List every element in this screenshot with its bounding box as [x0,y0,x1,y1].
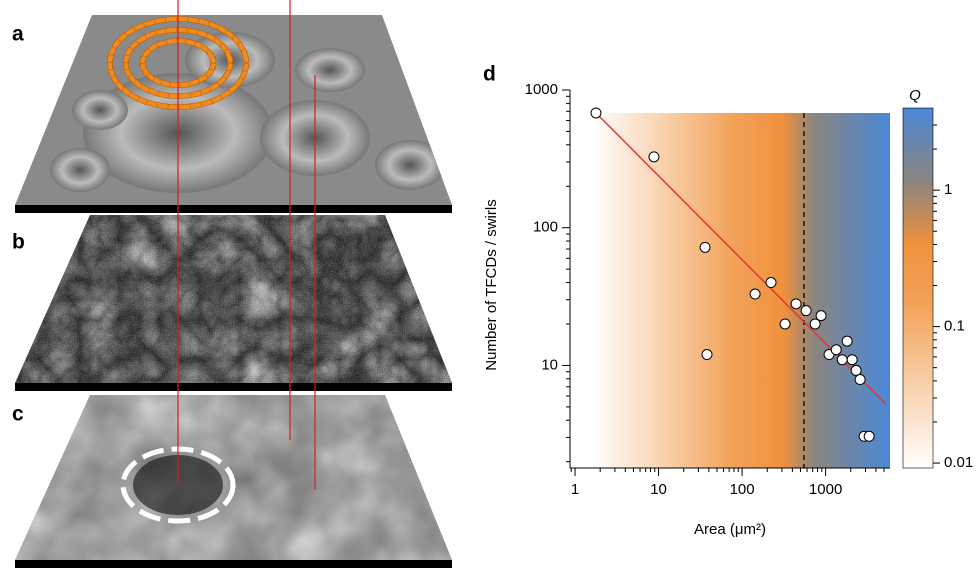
panel-label: a [12,23,24,46]
x-tick-label: 100 [730,481,755,498]
data-point [766,278,776,288]
colorbar [903,108,933,468]
panel-label: b [12,231,25,254]
data-point [864,431,874,441]
panel-label: d [483,63,496,86]
data-point [591,108,601,118]
q-background [575,113,890,468]
data-point [837,355,847,365]
data-point [750,289,760,299]
data-point [801,306,811,316]
y-tick-label: 10 [541,356,558,373]
colorbar-tick-label: 0.1 [944,318,965,335]
data-point [816,311,826,321]
data-point [847,355,857,365]
y-tick-label: 1000 [525,81,558,98]
panel-c-plane [15,395,452,568]
panel-b-plane [15,215,452,391]
x-tick-label: 10 [650,481,667,498]
data-point [649,152,659,162]
data-point [831,345,841,355]
data-point [842,336,852,346]
colorbar-tick-label: 1 [944,181,952,198]
colorbar-tick-label: 0.01 [944,454,973,471]
data-point [851,365,861,375]
panel-a-plane [15,15,452,213]
data-point [855,375,865,385]
figure: a b c d Q Area (μm²) Number of TFCDs / s… [0,0,978,568]
y-axis-label: Number of TFCDs / swirls [483,199,500,370]
data-point [700,242,710,252]
data-point [780,319,790,329]
data-point [702,350,712,360]
x-tick-label: 1000 [809,481,842,498]
x-tick-label: 1 [571,481,579,498]
panel-label: c [12,403,24,426]
x-axis-label: Area (μm²) [694,521,766,538]
data-point [791,299,801,309]
y-tick-label: 100 [533,219,558,236]
colorbar-label: Q [909,87,921,104]
